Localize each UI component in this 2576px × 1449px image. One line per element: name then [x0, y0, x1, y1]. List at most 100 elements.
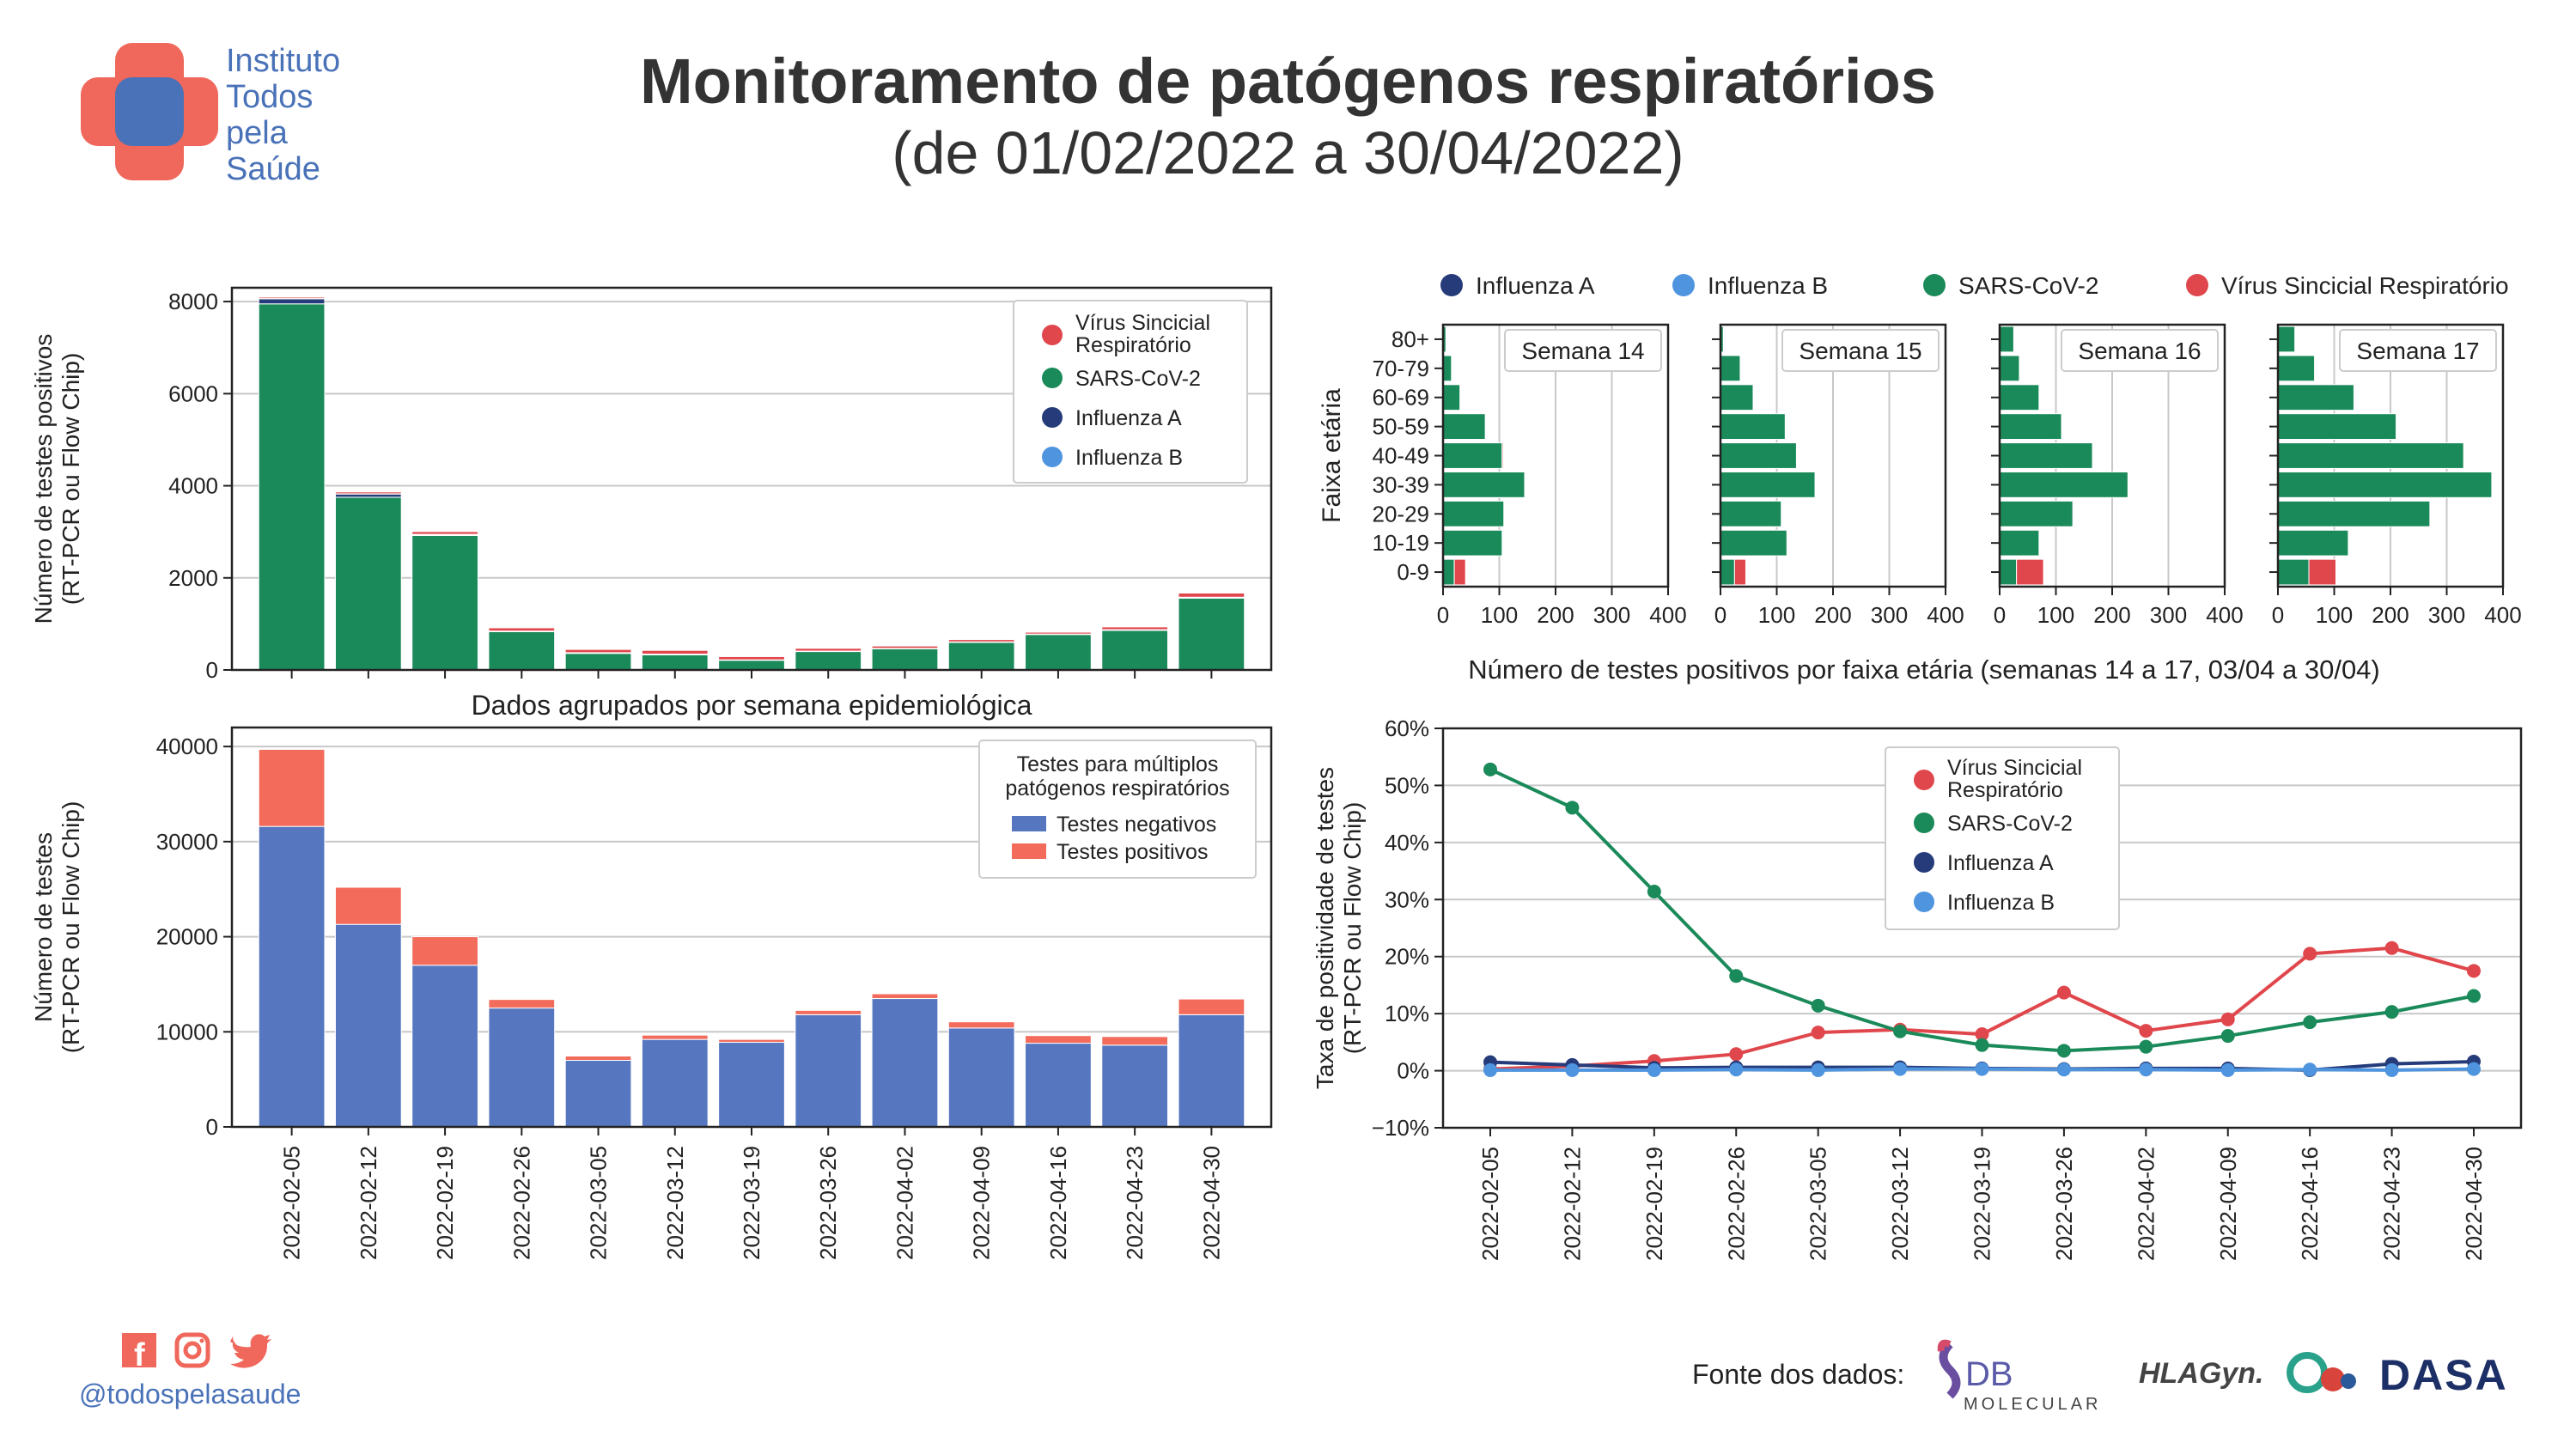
bar-segment	[334, 491, 402, 495]
source-label: Fonte dos dados:	[1692, 1359, 1905, 1390]
bar-segment	[411, 936, 478, 966]
dasa-logo: DASA	[2379, 1351, 2506, 1399]
legend-marker	[2186, 274, 2208, 296]
x-tick-label: 200	[2093, 602, 2130, 628]
db-molecular-logo: DB MOLECULAR	[1937, 1339, 2098, 1413]
bar-segment	[1101, 626, 1169, 630]
x-tick-label: 2022-03-12	[1887, 1147, 1913, 1261]
x-tick-label: 0	[1714, 602, 1726, 628]
x-tick-label: 200	[1814, 602, 1851, 628]
bar-segment	[1025, 634, 1092, 671]
x-tick-label: 2022-03-19	[739, 1146, 764, 1260]
legend-label: Influenza B	[1947, 891, 2055, 915]
social-handle[interactable]: @todospelasaude	[79, 1379, 301, 1409]
bar-segment	[1999, 384, 2040, 411]
legend-swatch	[1012, 816, 1046, 831]
page-subtitle: (de 01/02/2022 a 30/04/2022)	[892, 119, 1684, 186]
x-tick-label: 2022-04-09	[969, 1146, 995, 1260]
bar-segment	[1442, 558, 1455, 586]
age-panel: 0 100 200 300 400 Semana 17	[2269, 323, 2522, 628]
bar-segment	[641, 654, 709, 671]
data-point	[1483, 762, 1497, 776]
data-point	[2139, 1062, 2153, 1077]
x-tick-label: 300	[2428, 602, 2465, 628]
facebook-icon[interactable]: f	[122, 1333, 156, 1373]
bar-segment	[564, 648, 632, 654]
bar-segment	[2277, 355, 2316, 382]
bar-segment	[1999, 558, 2018, 586]
bar-segment	[947, 1027, 1015, 1128]
bar-segment	[718, 660, 785, 671]
bar-segment	[795, 651, 862, 671]
instagram-icon[interactable]	[174, 1332, 210, 1368]
data-point	[2303, 947, 2317, 961]
bar-segment	[871, 998, 939, 1128]
bar-segment	[488, 999, 556, 1009]
bar-segment	[2277, 384, 2354, 411]
legend-label: Vírus Sincicial	[1075, 311, 1210, 335]
age-panel: 0 100 200 300 400 0-9 10-19 20-29 30-39 40-49 50-5…	[1373, 323, 1687, 628]
bar-segment	[718, 655, 785, 661]
bar-segment	[795, 1014, 862, 1128]
bar-segment	[1999, 442, 2093, 469]
y-tick-label: 0	[206, 1114, 218, 1140]
x-tick-label: 2022-02-05	[1477, 1147, 1503, 1261]
legend-box	[1885, 746, 2120, 930]
legend-label: Vírus Sincicial	[1947, 756, 2082, 780]
y-tick-label: 40000	[156, 734, 218, 759]
bar-segment	[1178, 592, 1245, 598]
hla-logo-text: HLAGyn.	[2139, 1357, 2263, 1390]
bar-segment	[1999, 500, 2074, 527]
org-name: Instituto Todos pela Saúde	[226, 43, 341, 187]
bar-segment	[564, 1060, 632, 1128]
y-tick-label: 60%	[1385, 715, 1429, 741]
y-tick-label: 20-29	[1373, 501, 1430, 527]
bar-segment	[564, 1056, 632, 1061]
y-tick-label: 4000	[168, 473, 218, 499]
data-point	[1893, 1024, 1908, 1038]
x-tick-label: 2022-03-26	[815, 1146, 841, 1260]
bar-segment	[947, 1021, 1015, 1029]
bar-segment	[258, 825, 326, 1128]
bar-segment	[1178, 1014, 1245, 1128]
plot-frame	[1998, 323, 2226, 588]
legend-label: Influenza A	[1075, 406, 1182, 430]
x-tick-label: 2022-04-30	[1198, 1146, 1224, 1260]
y-tick-label: 60-69	[1373, 385, 1430, 411]
data-point	[1565, 801, 1580, 815]
legend-swatch	[1012, 843, 1046, 859]
legend-label: Influenza B	[1708, 272, 1828, 299]
bar-segment	[1720, 558, 1735, 586]
x-tick-label: 2022-03-05	[586, 1146, 612, 1260]
bar-segment	[2277, 413, 2397, 441]
db-logo-text: DB	[1965, 1355, 2013, 1393]
x-tick-label: 2022-02-19	[432, 1146, 458, 1260]
x-tick-label: 400	[1927, 602, 1964, 628]
legend-marker	[1914, 892, 1934, 912]
x-tick-label: 0	[2272, 602, 2284, 628]
y-axis-label: (RT-PCR ou Flow Chip)	[58, 801, 84, 1054]
y-axis-label: Número de testes positivos	[30, 334, 57, 624]
y-tick-label: 0	[206, 657, 218, 683]
legend-label: SARS-CoV-2	[1958, 272, 2098, 299]
y-tick-label: 30-39	[1373, 472, 1430, 497]
y-tick-label: 50-59	[1373, 414, 1430, 440]
bar-segment	[488, 631, 556, 671]
data-point	[2220, 1062, 2235, 1077]
x-tick-label: 0	[1437, 602, 1449, 628]
panel-label-box	[2339, 329, 2497, 372]
bar-segment	[411, 534, 478, 671]
x-tick-label: 100	[1481, 602, 1518, 628]
y-tick-label: 40-49	[1373, 443, 1430, 469]
x-tick-label: 100	[1758, 602, 1795, 628]
y-tick-label: 30000	[156, 829, 218, 855]
y-axis-label: (RT-PCR ou Flow Chip)	[1339, 802, 1366, 1055]
age-panel: 0 100 200 300 400 Semana 15	[1712, 323, 1964, 628]
bar-segment	[1101, 1044, 1169, 1128]
data-point	[2056, 1044, 2071, 1058]
twitter-icon[interactable]	[230, 1334, 271, 1368]
bar-segment	[1442, 442, 1503, 469]
legend-marker	[1042, 447, 1063, 467]
x-tick-label: 2022-04-16	[1045, 1146, 1071, 1260]
